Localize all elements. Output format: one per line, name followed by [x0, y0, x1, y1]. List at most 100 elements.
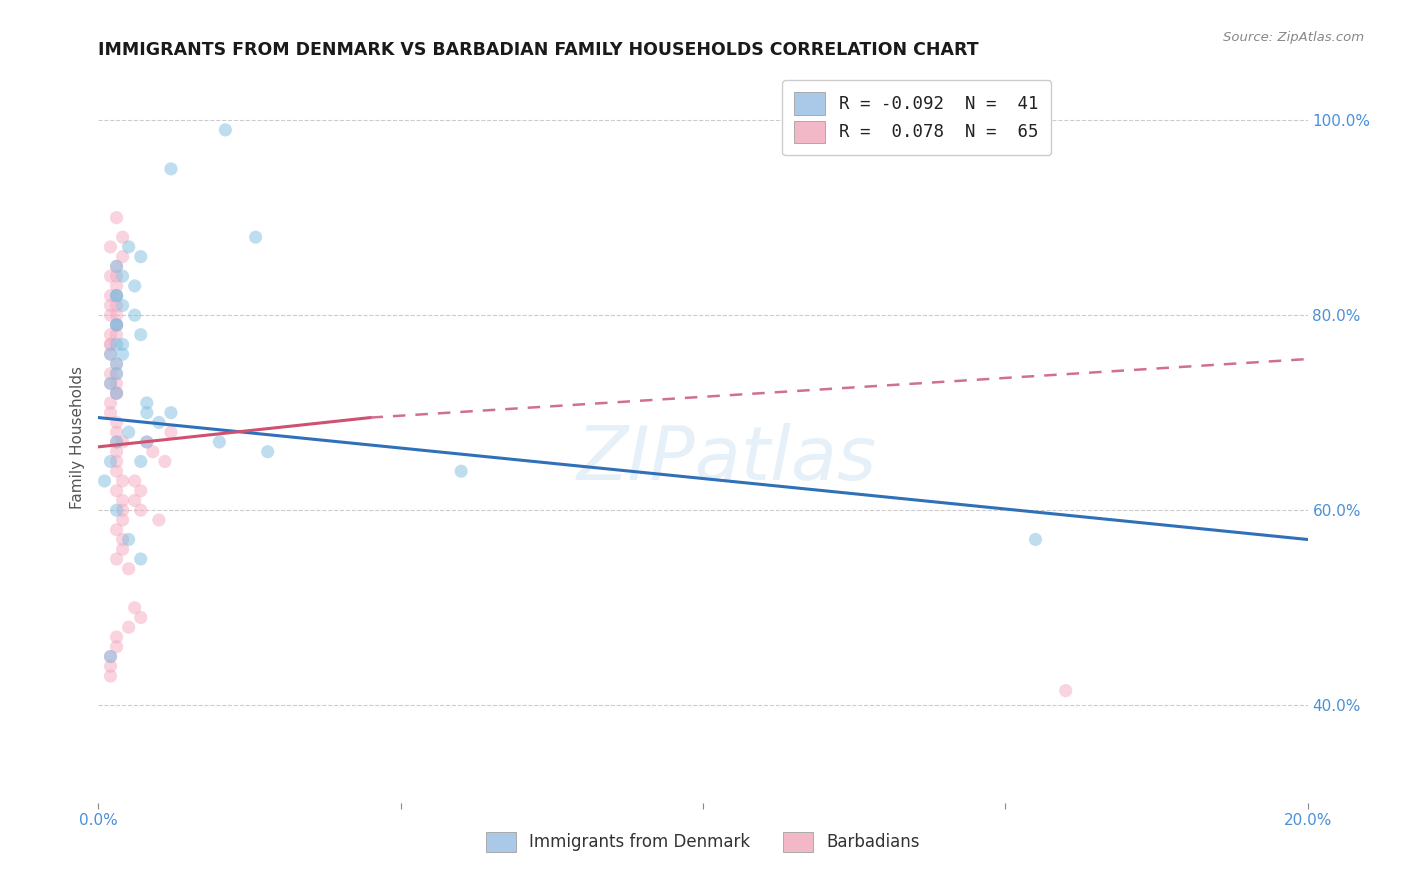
Point [450, 464, 472, 478]
Point [100, 288, 122, 302]
Point [100, 298, 122, 312]
Point [135, 406, 157, 420]
Point [105, 503, 128, 517]
Point [100, 308, 122, 322]
Point [105, 288, 128, 302]
Point [160, 406, 183, 420]
Text: Source: ZipAtlas.com: Source: ZipAtlas.com [1223, 31, 1364, 45]
Point [105, 337, 128, 351]
Point [124, 493, 146, 508]
Point [105, 260, 128, 274]
Point [129, 483, 152, 498]
Text: IMMIGRANTS FROM DENMARK VS BARBADIAN FAMILY HOUSEHOLDS CORRELATION CHART: IMMIGRANTS FROM DENMARK VS BARBADIAN FAM… [98, 41, 979, 59]
Point [129, 552, 152, 566]
Point [142, 444, 165, 458]
Point [135, 396, 157, 410]
Point [124, 474, 146, 488]
Point [105, 376, 128, 391]
Point [111, 230, 134, 244]
Point [100, 406, 122, 420]
Point [105, 464, 128, 478]
Point [100, 337, 122, 351]
Point [105, 640, 128, 654]
Point [105, 434, 128, 449]
Point [111, 474, 134, 488]
Point [105, 386, 128, 401]
Point [93, 474, 115, 488]
Point [100, 347, 122, 361]
Point [100, 240, 122, 254]
Point [118, 533, 141, 547]
Point [153, 454, 176, 468]
Point [105, 269, 128, 284]
Point [100, 337, 122, 351]
Point [105, 211, 128, 225]
Point [105, 318, 128, 332]
Point [105, 444, 128, 458]
Point [105, 288, 128, 302]
Point [100, 396, 122, 410]
Point [111, 250, 134, 264]
Point [100, 669, 122, 683]
Point [1054, 683, 1077, 698]
Point [105, 454, 128, 468]
Point [105, 308, 128, 322]
Point [148, 513, 170, 527]
Point [111, 493, 134, 508]
Point [135, 434, 157, 449]
Point [105, 386, 128, 401]
Point [105, 367, 128, 381]
Point [105, 260, 128, 274]
Point [124, 308, 146, 322]
Point [105, 416, 128, 430]
Point [100, 659, 122, 673]
Point [105, 425, 128, 440]
Point [111, 542, 134, 557]
Point [118, 620, 141, 634]
Point [105, 279, 128, 293]
Point [100, 376, 122, 391]
Point [124, 279, 146, 293]
Point [105, 318, 128, 332]
Point [105, 327, 128, 342]
Point [118, 240, 141, 254]
Point [111, 298, 134, 312]
Point [135, 434, 157, 449]
Point [1024, 533, 1046, 547]
Point [129, 327, 152, 342]
Point [129, 503, 152, 517]
Point [100, 376, 122, 391]
Point [129, 454, 152, 468]
Point [100, 327, 122, 342]
Point [208, 434, 231, 449]
Point [100, 454, 122, 468]
Point [124, 600, 146, 615]
Point [100, 269, 122, 284]
Point [118, 425, 141, 440]
Point [111, 269, 134, 284]
Point [105, 483, 128, 498]
Point [105, 357, 128, 371]
Point [256, 444, 278, 458]
Point [105, 523, 128, 537]
Point [111, 347, 134, 361]
Point [245, 230, 267, 244]
Point [105, 367, 128, 381]
Point [129, 610, 152, 624]
Point [105, 630, 128, 644]
Point [160, 425, 183, 440]
Point [105, 298, 128, 312]
Y-axis label: Family Households: Family Households [69, 366, 84, 508]
Point [111, 503, 134, 517]
Point [105, 288, 128, 302]
Point [148, 416, 170, 430]
Legend: Immigrants from Denmark, Barbadians: Immigrants from Denmark, Barbadians [478, 823, 928, 860]
Point [129, 250, 152, 264]
Point [105, 552, 128, 566]
Point [105, 318, 128, 332]
Point [105, 318, 128, 332]
Point [111, 533, 134, 547]
Point [111, 513, 134, 527]
Point [100, 367, 122, 381]
Point [111, 434, 134, 449]
